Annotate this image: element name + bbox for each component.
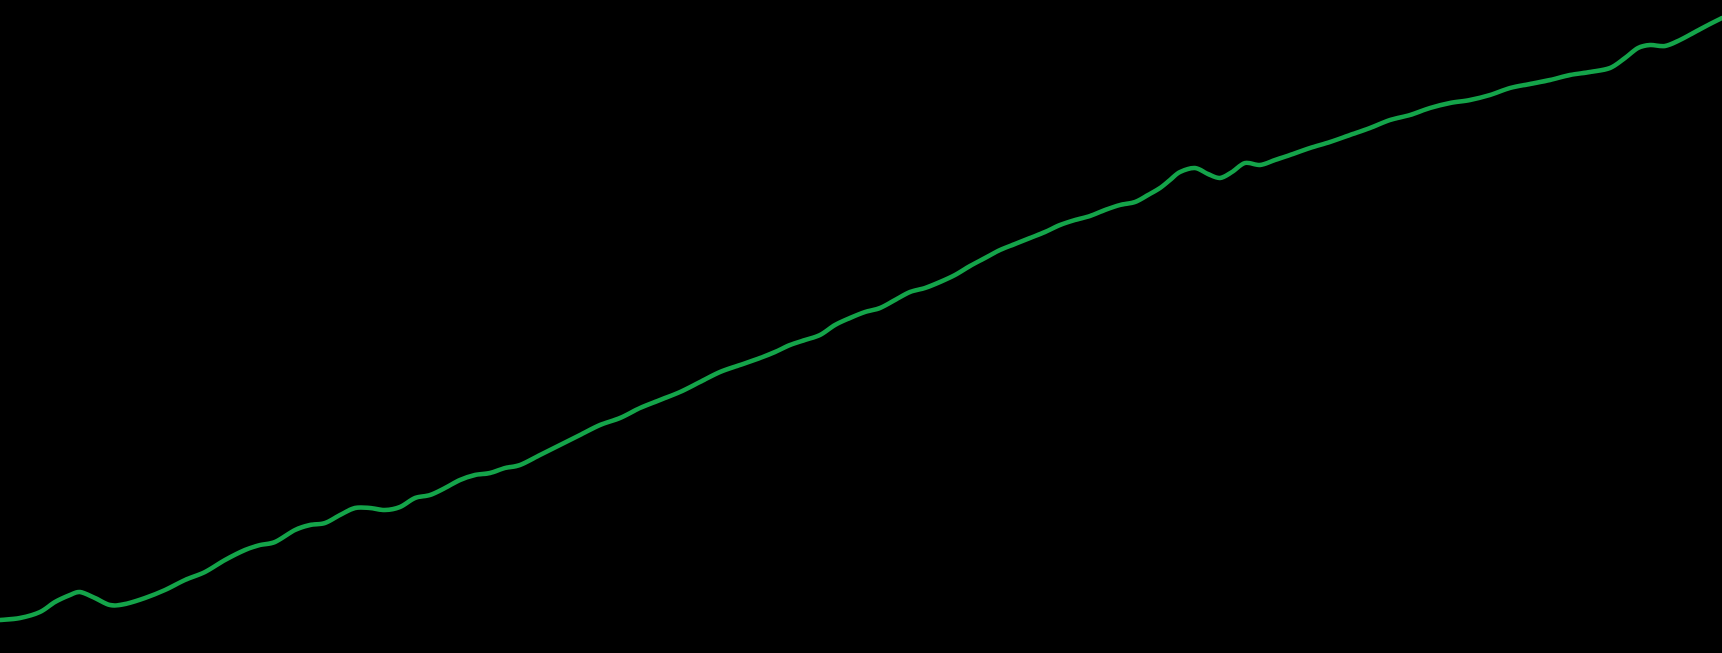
chart-svg — [0, 0, 1722, 653]
sparkline-chart — [0, 0, 1722, 653]
trend-line — [0, 18, 1722, 620]
